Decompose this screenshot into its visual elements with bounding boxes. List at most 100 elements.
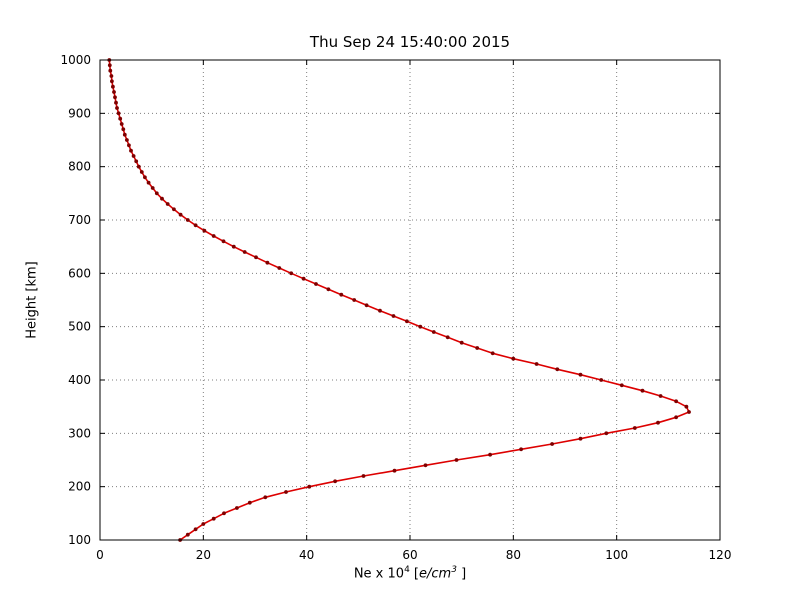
data-point <box>247 500 252 505</box>
data-point <box>110 79 114 84</box>
y-tick-label: 400 <box>68 373 91 387</box>
data-point <box>109 74 114 78</box>
data-point <box>202 228 207 233</box>
data-point <box>154 191 159 196</box>
data-point <box>619 383 624 388</box>
data-point <box>578 372 583 377</box>
data-point <box>116 111 121 116</box>
data-point <box>131 154 136 158</box>
data-point <box>108 68 113 73</box>
data-point <box>674 415 678 420</box>
data-point <box>284 490 288 494</box>
data-point <box>454 458 459 462</box>
data-point <box>550 442 554 446</box>
data-point <box>235 506 239 510</box>
data-point <box>289 271 294 276</box>
data-point <box>139 170 144 174</box>
data-point <box>185 532 190 537</box>
x-tick-label: 40 <box>299 548 314 562</box>
data-point <box>445 335 450 340</box>
data-point <box>126 143 131 148</box>
y-tick-label: 200 <box>68 480 91 494</box>
data-point <box>555 367 560 372</box>
data-point <box>193 527 198 532</box>
data-point <box>143 175 147 180</box>
data-line <box>108 59 690 541</box>
data-point <box>511 356 516 361</box>
y-tick-label: 800 <box>68 160 91 174</box>
data-point <box>632 426 637 430</box>
x-axis-label-bracket: [ <box>409 566 420 582</box>
x-axis-label-text: Ne x 10 <box>353 566 405 582</box>
x-tick-label: 60 <box>402 548 417 562</box>
data-point <box>326 287 331 292</box>
data-point <box>119 122 124 126</box>
data-point <box>254 255 258 260</box>
y-tick-label: 1000 <box>60 53 91 67</box>
data-point <box>301 276 306 281</box>
data-point <box>178 212 183 217</box>
data-point <box>490 351 495 356</box>
data-point <box>121 127 126 132</box>
data-point <box>391 314 396 318</box>
data-point <box>640 388 645 393</box>
data-point <box>113 95 117 100</box>
data-point <box>211 234 216 238</box>
x-tick-label: 80 <box>506 548 521 562</box>
x-axis-label-units-exponent: 3 <box>451 565 457 575</box>
data-point <box>222 511 226 516</box>
data-point <box>307 484 312 489</box>
data-point <box>333 479 337 484</box>
x-tick-label: 120 <box>709 548 732 562</box>
data-point <box>122 132 127 137</box>
data-point <box>242 250 247 254</box>
data-point <box>392 468 397 473</box>
data-point <box>146 180 151 185</box>
data-point <box>185 218 190 222</box>
data-point <box>684 404 689 409</box>
x-tick-label: 100 <box>605 548 628 562</box>
data-point <box>193 223 198 228</box>
data-point <box>118 116 123 121</box>
x-axis-label: Ne x 104 [e/cm3 ] <box>100 565 720 581</box>
data-point <box>361 474 366 478</box>
data-point <box>599 378 604 382</box>
data-point <box>378 308 382 313</box>
y-tick-label: 100 <box>68 533 91 547</box>
data-point <box>339 292 344 297</box>
data-point <box>604 431 609 436</box>
data-point <box>107 63 112 68</box>
data-point <box>136 164 141 169</box>
data-point <box>201 522 206 526</box>
data-point <box>115 106 119 110</box>
data-point <box>265 260 270 265</box>
data-point <box>172 207 176 212</box>
y-tick-label: 700 <box>68 213 91 227</box>
data-point <box>364 303 369 308</box>
data-point <box>277 266 282 270</box>
data-point <box>221 239 226 244</box>
y-tick-label: 900 <box>68 106 91 120</box>
data-point <box>160 196 164 201</box>
data-point <box>231 244 236 249</box>
data-point <box>687 410 691 414</box>
data-point <box>475 346 480 350</box>
data-point <box>578 436 583 441</box>
y-tick-label: 300 <box>68 426 91 440</box>
data-point <box>165 202 170 206</box>
y-tick-label: 500 <box>68 320 91 334</box>
data-point <box>459 340 464 345</box>
data-point <box>112 90 116 94</box>
x-tick-label: 20 <box>196 548 211 562</box>
x-tick-label: 0 <box>96 548 104 562</box>
data-point <box>114 100 118 105</box>
data-point <box>352 298 357 302</box>
data-point <box>263 495 268 500</box>
data-point <box>656 420 660 425</box>
data-point <box>423 463 428 468</box>
x-axis-label-exponent: 4 <box>404 565 410 575</box>
data-point <box>111 84 115 89</box>
data-point <box>314 282 318 286</box>
